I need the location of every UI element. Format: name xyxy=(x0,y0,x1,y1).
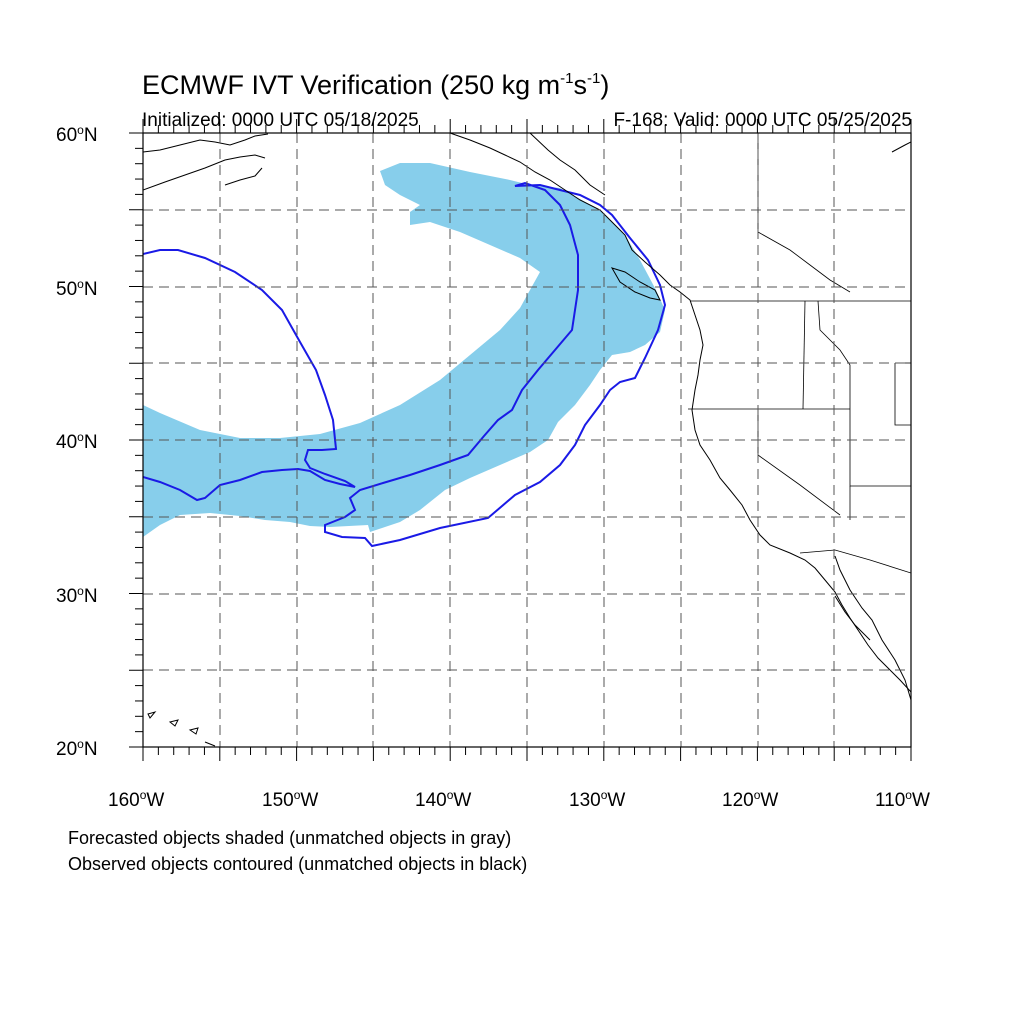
lon-label-110w: 110oW xyxy=(875,788,930,811)
observed-ivt-contour-1 xyxy=(143,249,356,502)
valid-time: F-168: Valid: 0000 UTC 05/25/2025 xyxy=(613,110,912,131)
lon-label-150w: 150oW xyxy=(262,788,319,811)
lat-label-40n: 40oN xyxy=(56,430,98,453)
lat-label-60n: 60oN xyxy=(56,123,98,146)
lon-label-140w: 140oW xyxy=(415,788,472,811)
chart-title: ECMWF IVT Verification (250 kg m-1s-1) xyxy=(142,70,610,100)
initialized-time: Initialized: 0000 UTC 05/18/2025 xyxy=(142,110,419,131)
caption: Forecasted objects shaded (unmatched obj… xyxy=(68,825,527,877)
caption-observed: Observed objects contoured (unmatched ob… xyxy=(68,854,528,874)
map-grid xyxy=(143,133,911,747)
lat-label-50n: 50oN xyxy=(56,277,98,300)
axis-ticks xyxy=(129,119,912,761)
lat-label-30n: 30oN xyxy=(56,584,98,607)
coastline xyxy=(143,133,911,747)
forecast-ivt-object xyxy=(143,163,665,537)
lat-label-20n: 20oN xyxy=(56,737,98,760)
lon-label-120w: 120oW xyxy=(722,788,779,811)
caption-forecast: Forecasted objects shaded (unmatched obj… xyxy=(68,828,512,848)
lon-label-130w: 130oW xyxy=(569,788,626,811)
observed-ivt-contour-2 xyxy=(324,181,667,548)
lon-label-160w: 160oW xyxy=(108,788,165,811)
political-boundaries xyxy=(688,133,911,574)
